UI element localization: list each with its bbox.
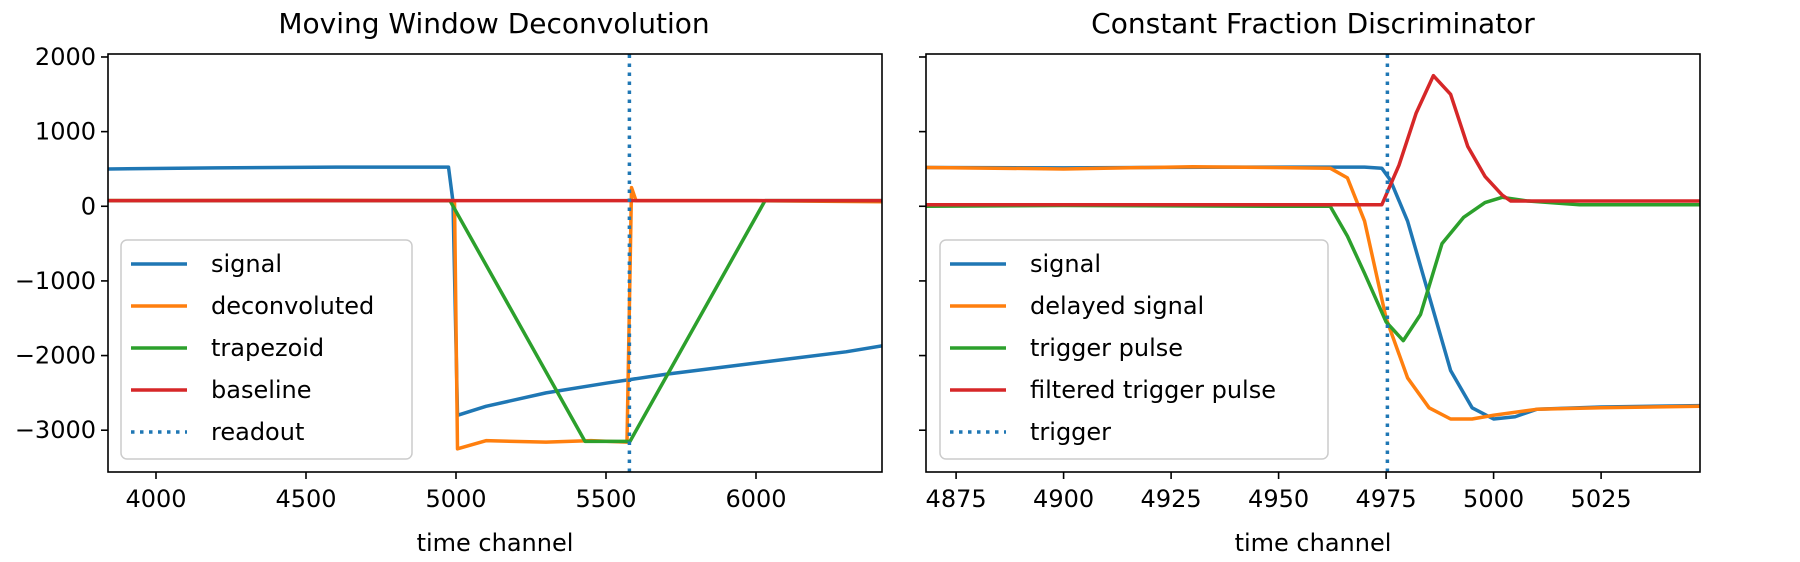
x-tick-label: 5500	[575, 485, 636, 513]
legend-label: filtered trigger pulse	[1030, 376, 1276, 404]
plot-frame	[107, 53, 883, 473]
legend-entry: deconvoluted	[131, 292, 374, 320]
legend-entry: signal	[131, 250, 282, 278]
legend-label: trigger pulse	[1030, 334, 1183, 362]
series-line-delayed-signal	[926, 164, 1700, 421]
legend-label: signal	[1030, 250, 1101, 278]
y-axis	[919, 56, 926, 432]
legend-label: trigger	[1030, 418, 1111, 446]
legend-label: deconvoluted	[211, 292, 374, 320]
legend-label: signal	[211, 250, 282, 278]
legend: signal delayed signal trigger pulse filt…	[939, 239, 1329, 460]
legend-entry: trigger pulse	[950, 334, 1183, 362]
legend-entry: readout	[131, 418, 304, 446]
series-layer	[926, 54, 1700, 472]
chart-moving-window-deconvolution: Moving Window Deconvolution 4000 4500 5000…	[15, 7, 883, 557]
legend-entry: baseline	[131, 376, 312, 404]
legend-entry: filtered trigger pulse	[950, 376, 1276, 404]
y-tick-label: 1000	[35, 118, 96, 146]
x-axis: 4875 4900 4925 4950 4975 5000 5025	[926, 472, 1632, 513]
legend: signal deconvoluted trapezoid baseline r…	[120, 239, 413, 460]
chart-title: Constant Fraction Discriminator	[1091, 7, 1535, 40]
x-tick-label: 4875	[926, 485, 987, 513]
x-axis-label: time channel	[1235, 529, 1392, 557]
chart-title: Moving Window Deconvolution	[278, 7, 709, 40]
x-tick-label: 5025	[1571, 485, 1632, 513]
legend-label: delayed signal	[1030, 292, 1204, 320]
chart-constant-fraction-discriminator: Constant Fraction Discriminator 4875 4900…	[919, 7, 1701, 557]
legend-entry: delayed signal	[950, 292, 1204, 320]
legend-entry: signal	[950, 250, 1101, 278]
x-tick-label: 4000	[125, 485, 186, 513]
series-line-filtered-trigger-pulse	[926, 73, 1700, 207]
x-tick-label: 4950	[1248, 485, 1309, 513]
legend-entry: trapezoid	[131, 334, 324, 362]
y-tick-label: 2000	[35, 43, 96, 71]
legend-box	[120, 239, 413, 460]
legend-label: readout	[211, 418, 304, 446]
y-tick-label: −1000	[15, 267, 96, 295]
x-tick-label: 4975	[1356, 485, 1417, 513]
x-axis-label: time channel	[417, 529, 574, 557]
plot-frame	[925, 53, 1701, 473]
legend-entry: trigger	[950, 418, 1111, 446]
x-tick-label: 6000	[725, 485, 786, 513]
series-line-signal	[108, 165, 882, 418]
series-layer	[108, 54, 882, 472]
x-axis: 4000 4500 5000 5500 6000	[125, 472, 787, 513]
legend-label: trapezoid	[211, 334, 324, 362]
x-tick-label: 5000	[1463, 485, 1524, 513]
y-axis: 2000 1000 0 −1000 −2000 −3000	[15, 43, 108, 444]
y-tick-label: −2000	[15, 342, 96, 370]
x-tick-label: 4900	[1033, 485, 1094, 513]
y-tick-label: 0	[81, 192, 96, 220]
legend-label: baseline	[211, 376, 312, 404]
x-tick-label: 4500	[275, 485, 336, 513]
x-tick-label: 5000	[425, 485, 486, 513]
y-tick-label: −3000	[15, 416, 96, 444]
x-tick-label: 4925	[1141, 485, 1202, 513]
legend-box	[939, 239, 1329, 460]
